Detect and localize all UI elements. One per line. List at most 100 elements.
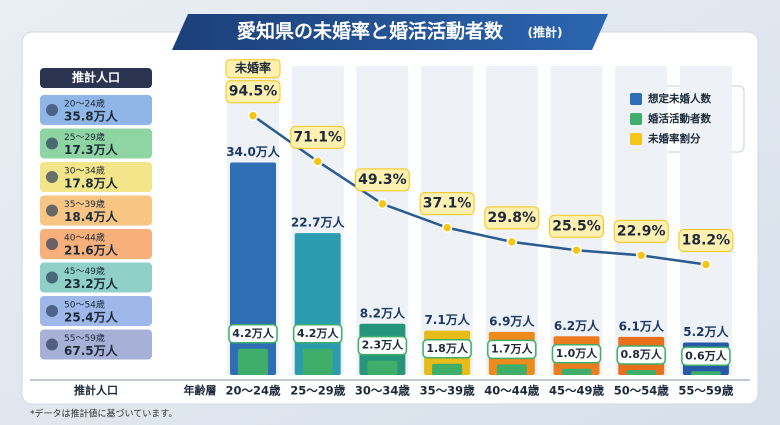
- population-row: [40, 128, 152, 159]
- line-label: 71.1%: [293, 129, 342, 145]
- line-point: [377, 198, 388, 210]
- bar-label-box: [422, 339, 472, 359]
- population-value: 25.4万人: [64, 310, 119, 325]
- line: [252, 114, 707, 266]
- line-label: 37.1%: [423, 196, 472, 212]
- population-row: [40, 296, 152, 326]
- line-label-box: [290, 125, 346, 149]
- population-icon: [46, 137, 58, 150]
- bar-label: 6.9万人: [489, 313, 535, 328]
- x-tick-label: 45～49歳: [549, 384, 605, 398]
- bar: [367, 360, 398, 375]
- population-age: 35～39歳: [64, 198, 105, 210]
- title: 愛知県の未婚率と婚活活動者数: [237, 20, 504, 43]
- line-label-box: [613, 219, 669, 243]
- line-point: [700, 259, 712, 270]
- bar-label: 1.8万人: [426, 341, 468, 355]
- line-point: [506, 236, 518, 248]
- bar-label-box: [292, 324, 343, 344]
- population-age: 20～24歳: [64, 98, 105, 110]
- bar-label: 34.0万人: [226, 144, 281, 159]
- population-value: 23.2万人: [64, 276, 119, 291]
- line-label: 29.8%: [488, 210, 537, 226]
- bar-label: 4.2万人: [232, 326, 274, 340]
- line-label-box: [354, 168, 410, 192]
- bar: [561, 368, 592, 375]
- population-icon: [46, 305, 58, 317]
- x-tick-label: 30～34歳: [355, 384, 411, 398]
- population-age: 40～44歳: [64, 232, 105, 244]
- bar: [496, 364, 527, 375]
- bar-label: 2.3万人: [362, 338, 404, 352]
- population-age: 55～59歳: [64, 332, 105, 344]
- x-tick-label: 55～59歳: [678, 384, 734, 398]
- population-icon: [46, 338, 58, 351]
- x-tick-label: 20～24歳: [225, 384, 281, 398]
- line-point: [312, 156, 323, 167]
- bar-label: 1.7万人: [491, 341, 533, 355]
- x-tick-label: 50～54歳: [614, 384, 670, 398]
- population-value: 17.8万人: [64, 176, 119, 191]
- line-series-label: 未婚率: [234, 60, 271, 75]
- bar-label-box: [487, 339, 537, 360]
- population-axis-title: 推計人口: [74, 383, 118, 397]
- population-row: [40, 229, 152, 259]
- bar-label: 6.2万人: [554, 318, 600, 333]
- line-label: 18.2%: [682, 233, 731, 249]
- population-age: 25～29歳: [64, 131, 105, 143]
- footnote: *データは推計値に基づいています。: [30, 408, 177, 420]
- bar-label-box: [681, 346, 731, 366]
- line-point: [571, 245, 582, 256]
- x-tick-label: 25～29歳: [290, 384, 346, 398]
- bar-label: 8.2万人: [360, 305, 406, 320]
- bar-label: 0.8万人: [620, 347, 662, 361]
- population-value: 18.4万人: [64, 209, 119, 224]
- x-tick-label: 40～44歳: [484, 384, 540, 398]
- line-point: [441, 222, 453, 233]
- bar-label: 1.0万人: [556, 346, 598, 360]
- x-tick-label: 35～39歳: [420, 384, 476, 398]
- population-row: [40, 162, 152, 192]
- bar-label-box: [228, 324, 278, 344]
- title-note: (推計): [528, 25, 563, 40]
- legend-swatch: [630, 93, 642, 105]
- population-header: [40, 68, 152, 88]
- population-age: 50～54歳: [64, 299, 105, 311]
- line-label-box: [419, 192, 475, 216]
- bar: [626, 370, 657, 375]
- column-background: [356, 66, 409, 375]
- population-row: [40, 262, 152, 293]
- bar-label: 0.6万人: [685, 348, 727, 362]
- legend-label: 想定未婚人数: [647, 92, 711, 105]
- bar-label-box: [616, 345, 666, 365]
- legend-swatch: [630, 113, 642, 125]
- population-icon: [46, 171, 58, 183]
- bar-label: 7.1万人: [424, 312, 470, 327]
- legend-label: 婚活活動者数: [647, 112, 711, 125]
- population-row: [40, 195, 152, 226]
- population-value: 67.5万人: [64, 343, 119, 358]
- population-age: 30～34歳: [64, 165, 105, 177]
- bar-label: 22.7万人: [291, 215, 346, 230]
- line-label-box: [225, 80, 281, 104]
- population-icon: [46, 204, 58, 217]
- legend-swatch: [630, 133, 642, 145]
- legend-label: 未婚率割分: [647, 132, 701, 145]
- column-background: [679, 66, 732, 375]
- population-icon: [46, 238, 58, 250]
- bar: [238, 348, 268, 375]
- line-label-box: [549, 214, 604, 238]
- line-point: [635, 250, 647, 261]
- line-label-box: [484, 206, 540, 230]
- title-banner: [172, 14, 608, 50]
- line-point: [247, 110, 259, 121]
- line-label: 94.5%: [229, 84, 278, 100]
- population-value: 35.8万人: [64, 109, 119, 124]
- population-title: 推計人口: [72, 70, 120, 85]
- bar-label-box: [551, 344, 602, 364]
- line-series-label-box: [225, 59, 281, 79]
- line-label: 25.5%: [552, 218, 601, 234]
- line-label-box: [678, 229, 734, 253]
- population-value: 17.3万人: [64, 142, 119, 157]
- bar: [302, 348, 333, 375]
